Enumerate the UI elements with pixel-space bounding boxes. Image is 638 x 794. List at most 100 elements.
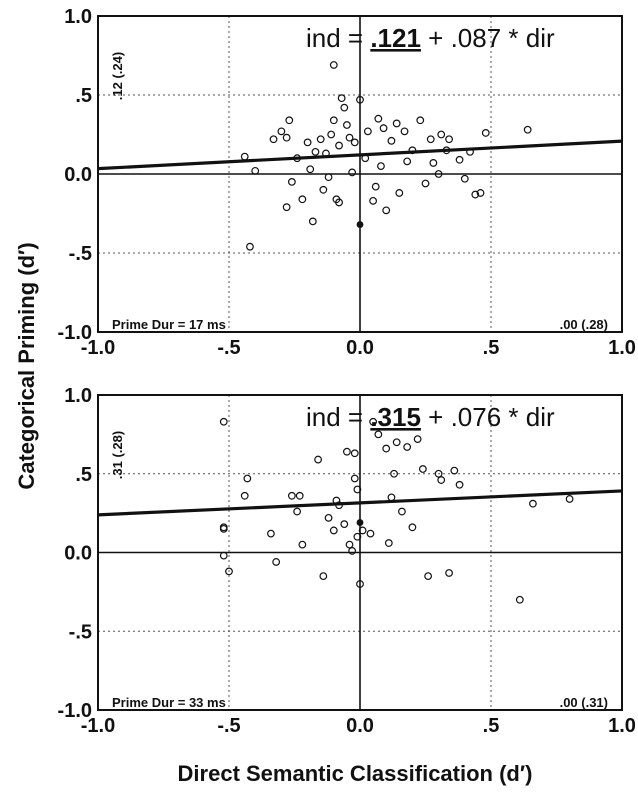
- data-point: [390, 469, 398, 478]
- data-point: [246, 242, 254, 251]
- data-point-filled: [356, 519, 364, 526]
- regression-line: [97, 139, 623, 171]
- regression-line: [97, 489, 623, 517]
- data-point: [293, 154, 302, 163]
- data-point: [295, 491, 304, 500]
- data-point: [374, 430, 383, 439]
- y-tick-label: 0.0: [64, 543, 92, 565]
- data-point: [348, 168, 357, 177]
- x-tick-label: .5: [483, 715, 500, 737]
- y-tick-label: -.5: [69, 243, 92, 265]
- y-axis-title: Categorical Priming (d′): [14, 242, 39, 489]
- data-point: [353, 532, 362, 541]
- data-point: [314, 455, 322, 464]
- data-point: [408, 523, 417, 532]
- data-point: [515, 595, 524, 604]
- data-point: [240, 491, 249, 500]
- x-tick-label: -.5: [217, 715, 240, 737]
- data-point: [335, 198, 343, 207]
- x-tick-label: -1.0: [81, 715, 115, 737]
- data-point: [243, 474, 252, 483]
- data-point: [267, 529, 275, 538]
- data-point: [348, 547, 357, 555]
- x-tick-label: -1.0: [81, 337, 115, 359]
- data-point: [366, 529, 375, 538]
- data-point: [329, 526, 338, 535]
- plot-frame: [97, 394, 623, 711]
- data-point: [329, 61, 338, 69]
- data-point: [277, 127, 286, 136]
- y-tick-label: 1.0: [64, 6, 92, 28]
- data-point: [565, 495, 574, 503]
- data-point-filled: [356, 221, 364, 228]
- data-point: [251, 166, 260, 175]
- data-point: [219, 551, 228, 560]
- equation-intercept: .315: [370, 402, 421, 432]
- data-point: [361, 154, 370, 163]
- data-point: [324, 173, 333, 182]
- data-point: [476, 189, 485, 197]
- data-point: [466, 147, 474, 156]
- data-point: [392, 438, 401, 447]
- data-point: [369, 417, 378, 426]
- corner-stat-label: .00 (.31): [560, 695, 608, 710]
- x-tick-label: 0.0: [346, 337, 374, 359]
- prime-duration-label: Prime Dur = 33 ms: [112, 695, 226, 710]
- data-point: [225, 567, 233, 576]
- data-point: [316, 135, 325, 144]
- data-point: [293, 507, 302, 516]
- y-tick-label: -.5: [69, 621, 92, 643]
- x-tick-label: 0.0: [346, 715, 374, 737]
- x-tick-label: 1.0: [608, 337, 636, 359]
- x-tick-label: .5: [483, 337, 500, 359]
- data-point: [306, 165, 315, 174]
- intercept-side-label: .12 (.24): [110, 52, 125, 100]
- data-point: [403, 443, 412, 451]
- data-point: [392, 119, 401, 128]
- data-point: [350, 449, 359, 458]
- intercept-side-label: .31 (.28): [110, 431, 125, 479]
- data-point: [340, 520, 349, 529]
- data-point: [337, 94, 346, 103]
- data-point: [282, 133, 291, 142]
- data-point: [471, 190, 480, 199]
- data-point: [445, 569, 453, 577]
- data-point: [353, 485, 362, 494]
- data-point: [400, 127, 409, 136]
- y-tick-label: -1.0: [58, 700, 92, 722]
- equation-suffix: + .087 * dir: [421, 23, 555, 53]
- data-point: [450, 466, 459, 475]
- data-point: [408, 146, 417, 155]
- data-point: [327, 130, 336, 139]
- data-point: [442, 146, 451, 155]
- data-point: [285, 116, 294, 125]
- data-point: [416, 116, 425, 125]
- data-point: [319, 185, 328, 194]
- regression-equation: ind = .121 + .087 * dir: [306, 23, 555, 53]
- data-point: [379, 124, 388, 133]
- equation-prefix: ind =: [306, 23, 370, 53]
- y-tick-label: 0.0: [64, 164, 92, 186]
- data-point: [343, 121, 351, 129]
- data-point: [272, 558, 281, 566]
- data-point: [523, 125, 532, 134]
- data-point: [335, 141, 343, 150]
- data-point: [311, 147, 320, 156]
- data-point: [384, 539, 393, 547]
- data-point: [418, 465, 427, 473]
- data-point: [219, 524, 228, 533]
- data-point: [308, 217, 317, 226]
- y-tick-label: -1.0: [58, 322, 92, 344]
- equation-prefix: ind =: [306, 402, 370, 432]
- data-point: [413, 435, 422, 444]
- data-point: [398, 507, 406, 516]
- scatter-panel-top: 1.0 .5 0.0 -.5 -1.0-1.0 -.5 0.0 .5 1.0 ind = .121…: [58, 6, 636, 359]
- data-point: [319, 572, 328, 581]
- data-point: [403, 157, 412, 166]
- data-point: [395, 189, 404, 197]
- equation-suffix: + .076 * dir: [421, 402, 555, 432]
- data-point: [445, 135, 453, 144]
- data-point: [434, 469, 443, 478]
- data-point: [455, 480, 464, 489]
- data-point: [343, 447, 351, 456]
